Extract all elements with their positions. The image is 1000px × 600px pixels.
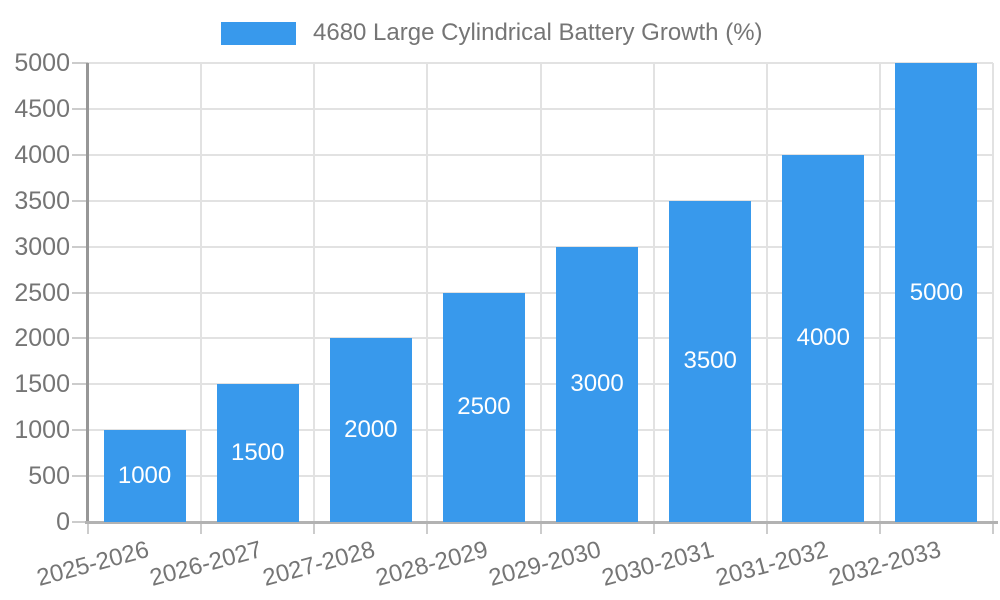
bar-value-label: 2500	[457, 393, 511, 421]
v-gridline	[426, 63, 429, 522]
y-tick-label: 4000	[14, 140, 70, 169]
y-tick-label: 1500	[14, 370, 70, 399]
v-gridline	[878, 63, 881, 522]
v-gridline	[992, 63, 994, 522]
x-tick-label: 2031-2032	[712, 536, 831, 592]
x-tick-label: 2026-2027	[146, 536, 265, 592]
x-tick	[539, 522, 542, 534]
v-gridline	[313, 63, 316, 522]
y-tick	[72, 62, 88, 64]
x-tick	[87, 522, 89, 534]
bar-value-label: 3500	[683, 347, 737, 375]
bar[interactable]: 3500	[669, 200, 752, 522]
x-tick	[992, 522, 994, 534]
x-axis-line	[85, 521, 998, 524]
bar-value-label: 4000	[796, 324, 850, 352]
y-axis-line	[86, 63, 89, 523]
y-tick-label: 3500	[14, 186, 70, 215]
y-tick-label: 1000	[14, 416, 70, 445]
x-tick	[426, 522, 429, 534]
bar[interactable]: 1500	[216, 384, 299, 522]
bar-value-label: 1500	[230, 439, 285, 467]
y-tick	[72, 199, 88, 202]
y-tick-label: 2500	[14, 278, 70, 307]
y-tick-label: 2000	[14, 324, 70, 353]
y-tick	[72, 383, 88, 386]
x-tick-label: 2029-2030	[486, 536, 605, 592]
x-tick	[313, 522, 316, 534]
y-tick-label: 5000	[14, 49, 70, 77]
y-tick-label: 0	[56, 508, 70, 536]
x-tick	[765, 522, 768, 534]
x-tick	[200, 522, 203, 534]
x-tick-label: 2032-2033	[825, 536, 944, 592]
y-tick	[72, 291, 88, 294]
v-gridline	[200, 63, 203, 522]
v-gridline	[652, 63, 655, 522]
bar[interactable]: 4000	[782, 154, 865, 522]
y-tick-label: 500	[28, 462, 70, 491]
bar-value-label: 1000	[117, 462, 172, 490]
bar[interactable]: 1000	[103, 430, 186, 522]
legend[interactable]: 4680 Large Cylindrical Battery Growth (%…	[221, 19, 763, 47]
bar-value-label: 3000	[570, 370, 624, 398]
y-tick-label: 4500	[14, 94, 70, 123]
bar[interactable]: 2000	[329, 338, 412, 522]
y-tick	[72, 429, 88, 432]
legend-label: 4680 Large Cylindrical Battery Growth (%…	[313, 19, 763, 46]
v-gridline	[765, 63, 768, 522]
x-tick	[878, 522, 881, 534]
y-tick	[72, 337, 88, 340]
v-gridline	[539, 63, 542, 522]
bar[interactable]: 5000	[895, 63, 978, 522]
x-tick-label: 2027-2028	[259, 536, 378, 592]
y-tick	[72, 107, 88, 110]
x-tick-label: 2028-2029	[373, 536, 491, 592]
bar-value-label: 2000	[344, 416, 398, 444]
y-tick-label: 3000	[14, 232, 70, 261]
y-tick	[72, 475, 88, 478]
bar[interactable]: 3000	[556, 246, 639, 522]
bar[interactable]: 2500	[442, 292, 525, 522]
x-tick-label: 2030-2031	[599, 536, 718, 592]
x-tick	[652, 522, 655, 534]
y-tick	[72, 521, 88, 523]
legend-swatch	[221, 21, 296, 45]
x-tick-label: 2025-2026	[33, 536, 152, 592]
y-tick	[72, 153, 88, 156]
y-tick	[72, 245, 88, 248]
bar-value-label: 5000	[909, 278, 964, 306]
